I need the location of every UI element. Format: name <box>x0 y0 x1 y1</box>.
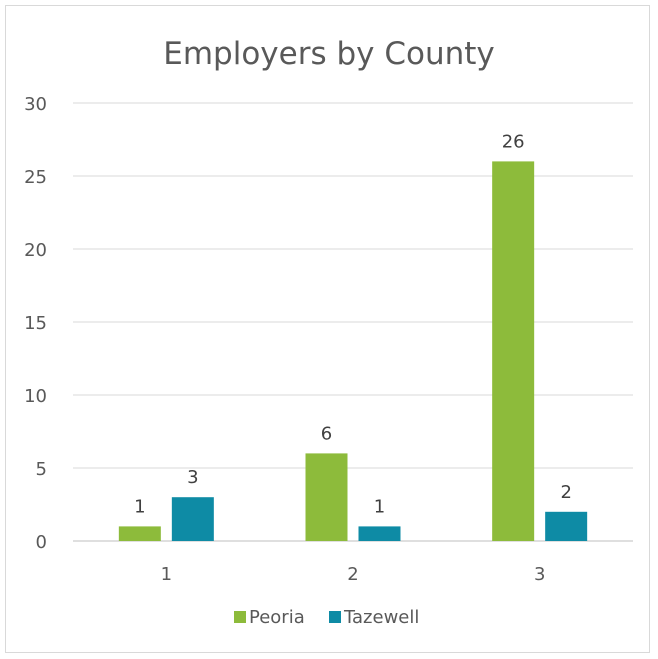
chart-title: Employers by County <box>163 36 495 72</box>
bars <box>118 161 588 541</box>
bar-peoria-1 <box>118 526 161 541</box>
legend-swatch-tazewell <box>329 611 341 623</box>
y-tick-label: 10 <box>24 386 47 407</box>
y-tick-label: 15 <box>24 313 47 334</box>
data-labels: 1 3 6 1 26 2 <box>134 131 572 517</box>
y-axis: 0 5 10 15 20 25 30 <box>24 94 47 553</box>
data-label: 6 <box>321 423 332 444</box>
gridlines <box>73 102 633 542</box>
legend-swatch-peoria <box>234 611 246 623</box>
bar-tazewell-3 <box>545 511 588 541</box>
x-axis: 1 2 3 <box>161 564 546 585</box>
bar-tazewell-2 <box>358 526 401 541</box>
legend-label: Peoria <box>249 607 305 628</box>
x-tick-label: 1 <box>161 564 172 585</box>
chart-frame <box>5 5 650 653</box>
bar-tazewell-1 <box>171 497 214 541</box>
y-tick-label: 25 <box>24 167 47 188</box>
bar-peoria-2 <box>305 453 348 541</box>
data-label: 3 <box>187 467 198 488</box>
bar-peoria-3 <box>492 161 535 541</box>
y-tick-label: 5 <box>36 459 47 480</box>
legend: Peoria Tazewell <box>234 607 419 628</box>
y-tick-label: 20 <box>24 240 47 261</box>
legend-label: Tazewell <box>343 607 419 628</box>
data-label: 1 <box>134 496 145 517</box>
data-label: 2 <box>560 482 571 503</box>
data-label: 26 <box>502 131 525 152</box>
x-tick-label: 2 <box>347 564 358 585</box>
y-tick-label: 30 <box>24 94 47 115</box>
x-tick-label: 3 <box>534 564 545 585</box>
data-label: 1 <box>374 496 385 517</box>
y-tick-label: 0 <box>36 532 47 553</box>
